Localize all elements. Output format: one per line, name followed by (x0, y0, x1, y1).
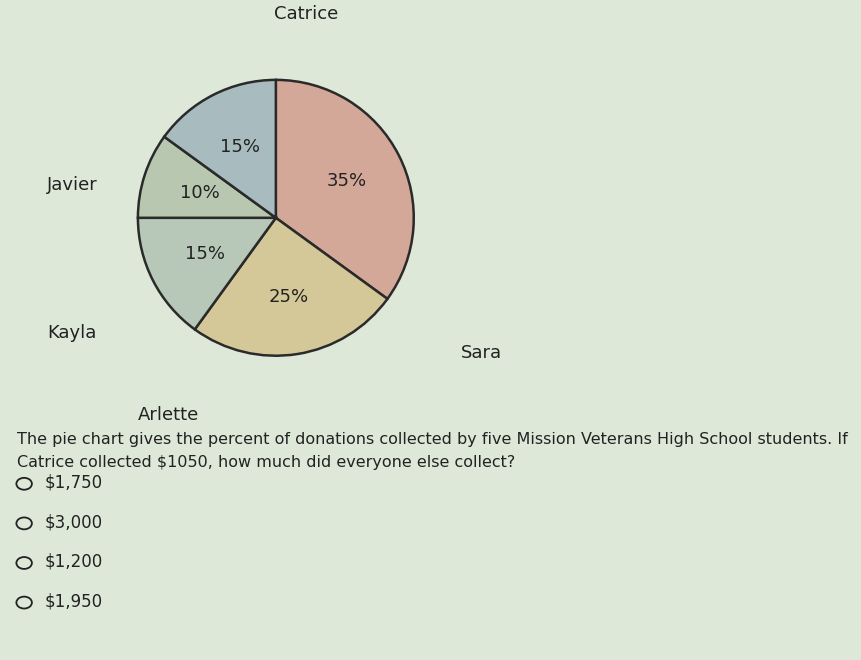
Wedge shape (164, 80, 276, 218)
Text: Arlette: Arlette (137, 406, 199, 424)
Text: $1,750: $1,750 (45, 474, 102, 492)
Text: The pie chart gives the percent of donations collected by five Mission Veterans : The pie chart gives the percent of donat… (17, 432, 847, 447)
Text: Javier: Javier (47, 176, 98, 194)
Text: 15%: 15% (184, 245, 225, 263)
Text: $1,200: $1,200 (45, 553, 103, 571)
Text: Kayla: Kayla (47, 324, 96, 343)
Wedge shape (195, 218, 387, 356)
Text: 35%: 35% (326, 172, 367, 191)
Text: $1,950: $1,950 (45, 593, 102, 611)
Text: Catrice collected $1050, how much did everyone else collect?: Catrice collected $1050, how much did ev… (17, 455, 515, 471)
Text: Sara: Sara (461, 344, 502, 362)
Text: 25%: 25% (268, 288, 308, 306)
Wedge shape (138, 218, 276, 329)
Wedge shape (138, 137, 276, 218)
Text: 10%: 10% (180, 184, 220, 202)
Text: Catrice: Catrice (274, 5, 338, 23)
Text: $3,000: $3,000 (45, 513, 102, 531)
Text: 15%: 15% (220, 137, 259, 156)
Wedge shape (276, 80, 413, 299)
